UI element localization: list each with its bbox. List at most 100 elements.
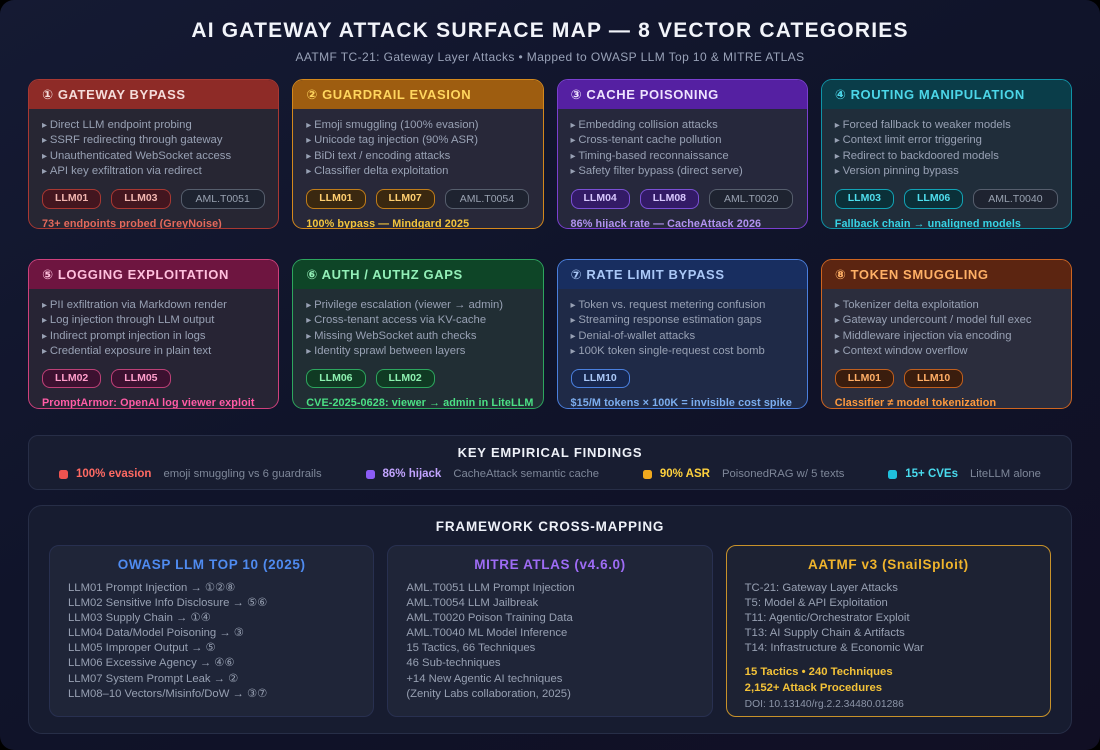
owasp-badge: LLM01 [834,368,895,389]
aatmf-stat: 15 Tactics • 240 Techniques [744,666,893,679]
attack-list: Emoji smuggling (100% evasion) Unicode t… [306,118,529,180]
owasp-badge: LLM07 [375,188,435,209]
owasp-badge: LLM10 [904,368,964,389]
atlas-line: AML.T0040 ML Model Inference [406,627,568,640]
attack-item: Log injection through LLM output [42,313,265,328]
aatmf-line: T13: AI Supply Chain & Artifacts [744,627,905,640]
owasp-badge: LLM01 [306,188,366,209]
card-stat: 100% bypass — Mindgard 2025 [306,217,470,229]
card-body: Direct LLM endpoint probing SSRF redirec… [29,109,278,228]
card-stat: $15/M tokens × 100K = invisible cost spi… [570,397,792,409]
owasp-column: OWASP LLM TOP 10 (2025) LLM01 Prompt Inj… [49,545,375,717]
attack-item: Context window overflow [835,344,1058,359]
atlas-badge: AML.T0040 [973,188,1058,209]
finding-desc: PoisonedRAG w/ 5 texts [721,468,845,480]
finding-desc: CacheAttack semantic cache [453,468,600,480]
card-body: Embedding collision attacks Cross-tenant… [558,109,807,228]
attack-list: Token vs. request metering confusion Str… [571,298,794,360]
atlas-badge: AML.T0020 [709,188,794,209]
attack-item: Forced fallback to weaker models [835,118,1058,133]
card-guardrail-evasion: ② GUARDRAIL EVASION Emoji smuggling (100… [292,79,544,229]
atlas-line: 46 Sub-techniques [406,657,501,670]
attack-item: Missing WebSocket auth checks [306,329,529,344]
badge-row: LLM10 [570,368,794,389]
attack-list: Privilege escalation (viewer → admin) Cr… [306,298,529,360]
aatmf-line: T14: Infrastructure & Economic War [744,642,924,655]
aatmf-column-title: AATMF v3 (SnailSploit) [807,557,969,572]
card-body: Emoji smuggling (100% evasion) Unicode t… [293,109,542,229]
attack-item: Safety filter bypass (direct serve) [571,164,794,179]
card-header: ⑦ RATE LIMIT BYPASS [557,260,807,289]
attack-item: Redirect to backdoored models [835,149,1058,164]
card-header: ⑤ LOGGING EXPLOITATION [29,260,279,289]
page-subtitle: AATMF TC-21: Gateway Layer Attacks • Map… [295,50,805,64]
owasp-line: LLM04 Data/Model Poisoning → ③ [68,627,244,640]
owasp-line: LLM08–10 Vectors/Misinfo/DoW → ③⑦ [68,687,268,700]
badge-row: LLM02 LLM05 [42,368,265,389]
finding: 86% hijack CacheAttack semantic cache [365,468,600,480]
owasp-badge: LLM02 [375,368,435,389]
aatmf-stat: 2,152+ Attack Procedures [744,682,883,695]
attack-item: PII exfiltration via Markdown render [42,298,265,313]
card-auth-authz-gaps: ⑥ AUTH / AUTHZ GAPS Privilege escalation… [292,259,544,409]
attack-item: Emoji smuggling (100% evasion) [306,118,529,133]
card-header: ② GUARDRAIL EVASION [293,80,543,109]
legend-square-icon [365,469,375,479]
framework-crossmapping-title: FRAMEWORK CROSS-MAPPING [435,519,665,534]
attack-item: Cross-tenant cache pollution [571,133,794,148]
finding-stat: 15+ CVEs [905,468,958,480]
aatmf-stats: 15 Tactics • 240 Techniques 2,152+ Attac… [745,664,1032,712]
finding-stat: 90% ASR [659,468,710,480]
badge-row: LLM01 LLM07 AML.T0054 [306,188,530,209]
page-header: AI GATEWAY ATTACK SURFACE MAP — 8 VECTOR… [0,0,1100,64]
card-title: ③ CACHE POISONING [570,87,719,102]
vector-cards-grid: ① GATEWAY BYPASS Direct LLM endpoint pro… [28,79,1072,409]
owasp-line: LLM05 Improper Output → ⑤ [68,642,216,655]
attack-item: BiDi text / encoding attacks [306,149,529,164]
card-stat: Fallback chain → unaligned models [834,217,1022,229]
badge-row: LLM04 LLM08 AML.T0020 [570,188,794,209]
badge-row: LLM01 LLM03 AML.T0051 [42,188,265,209]
key-findings-row: 100% evasion emoji smuggling vs 6 guardr… [59,468,1041,480]
atlas-line: +14 New Agentic AI techniques [406,672,563,685]
attack-item: Embedding collision attacks [571,118,794,133]
attack-item: 100K token single-request cost bomb [571,344,794,359]
card-stat: PromptArmor: OpenAI log viewer exploit [42,397,255,409]
aatmf-line: T5: Model & API Exploitation [744,597,888,610]
attack-list: Direct LLM endpoint probing SSRF redirec… [42,118,265,180]
finding: 90% ASR PoisonedRAG w/ 5 texts [642,468,845,480]
atlas-line: 15 Tactics, 66 Techniques [406,642,536,655]
card-title: ① GATEWAY BYPASS [42,87,186,102]
card-header: ⑥ AUTH / AUTHZ GAPS [293,260,543,289]
finding-stat: 100% evasion [76,468,152,480]
owasp-badge: LLM10 [570,368,630,389]
aatmf-line: T11: Agentic/Orchestrator Exploit [744,612,910,625]
card-cache-poisoning: ③ CACHE POISONING Embedding collision at… [556,79,808,229]
atlas-badge: AML.T0051 [180,188,265,209]
card-body: Tokenizer delta exploitation Gateway und… [822,289,1071,409]
card-gateway-bypass: ① GATEWAY BYPASS Direct LLM endpoint pro… [28,79,280,229]
mitre-atlas-column-title: MITRE ATLAS (v4.6.0) [474,557,626,572]
owasp-badge: LLM01 [42,188,102,209]
attack-item: Version pinning bypass [835,164,1058,179]
attack-item: Unauthenticated WebSocket access [42,149,265,164]
aatmf-line: TC-21: Gateway Layer Attacks [744,582,898,594]
card-logging-exploitation: ⑤ LOGGING EXPLOITATION PII exfiltration … [28,259,280,409]
framework-crossmapping-panel: FRAMEWORK CROSS-MAPPING OWASP LLM TOP 10… [28,505,1072,734]
owasp-line: LLM02 Sensitive Info Disclosure → ⑤⑥ [68,597,268,610]
key-findings-panel: KEY EMPIRICAL FINDINGS 100% evasion emoj… [28,435,1072,490]
card-rate-limit-bypass: ⑦ RATE LIMIT BYPASS Token vs. request me… [556,259,808,409]
card-stat: Classifier ≠ model tokenization [834,397,997,409]
attack-item: Classifier delta exploitation [306,164,529,179]
card-header: ④ ROUTING MANIPULATION [821,80,1071,109]
attack-item: Middleware injection via encoding [835,329,1058,344]
badge-row: LLM01 LLM10 [834,368,1058,389]
attack-item: Indirect prompt injection in logs [42,329,265,344]
owasp-badge: LLM06 [904,188,964,209]
badge-row: LLM03 LLM06 AML.T0040 [834,188,1058,209]
card-title: ⑤ LOGGING EXPLOITATION [42,267,229,282]
finding: 100% evasion emoji smuggling vs 6 guardr… [59,468,322,480]
owasp-line: LLM07 System Prompt Leak → ② [68,672,239,685]
owasp-badge: LLM03 [111,188,171,209]
